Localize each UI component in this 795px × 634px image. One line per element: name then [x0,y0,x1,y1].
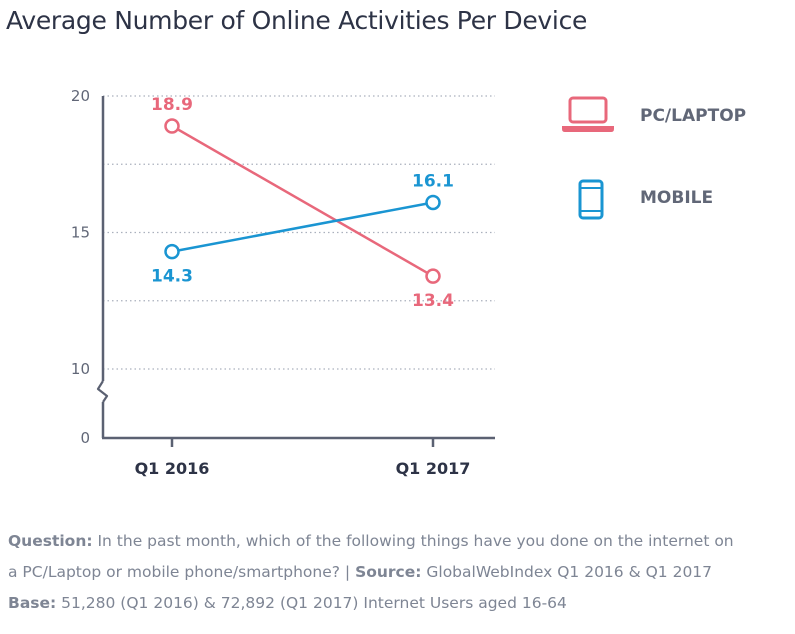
legend-item-mobile: MOBILE [560,178,780,222]
y-tick-label: 0 [80,429,90,447]
axes [96,96,495,447]
gridlines [103,95,495,370]
base-text: 51,280 (Q1 2016) & 72,892 (Q1 2017) Inte… [56,594,567,612]
y-tick-label: 20 [71,87,90,105]
source-text: GlobalWebIndex Q1 2016 & Q1 2017 [421,563,713,581]
y-tick-label: 10 [71,360,90,378]
data-label: 14.3 [151,267,193,287]
source-label: Source: [355,563,422,581]
series-line-pc-laptop [171,124,434,278]
data-point [425,268,441,284]
x-tick-label: Q1 2017 [396,459,471,478]
series-line-mobile [171,201,434,253]
question-text-1: In the past month, which of the followin… [92,532,734,550]
mobile-phone-icon [578,179,604,220]
question-text-2: a PC/Laptop or mobile phone/smartphone? … [8,563,356,581]
data-label: 18.9 [151,95,193,115]
data-label: 13.4 [412,291,454,311]
y-tick-label: 15 [71,224,90,242]
legend-label-pc-laptop: PC/LAPTOP [640,106,747,126]
legend-item-pc-laptop: PC/LAPTOP [560,96,780,140]
footnote-line-3: Base: 51,280 (Q1 2016) & 72,892 (Q1 2017… [8,588,793,619]
chart-title: Average Number of Online Activities Per … [6,6,588,35]
data-point [164,243,180,260]
footnote-line-1: Question: In the past month, which of th… [8,526,793,557]
x-tick-label: Q1 2016 [135,459,210,478]
laptop-icon [562,96,614,132]
axis-break-mark [96,380,109,403]
data-point [164,118,180,134]
series-group: 18.9 13.4 14.3 16.1 [151,95,454,311]
data-label: 16.1 [412,171,454,191]
base-label: Base: [8,594,57,612]
question-label: Question: [8,532,93,550]
data-point [425,194,441,211]
footnote: Question: In the past month, which of th… [8,526,793,619]
footnote-line-2: a PC/Laptop or mobile phone/smartphone? … [8,557,793,588]
x-tick-labels: Q1 2016 Q1 2017 [135,459,471,478]
legend-label-mobile: MOBILE [640,188,714,208]
line-chart: 20 15 10 0 Q1 2016 Q1 2017 18.9 13.4 14.3 16.1 [71,87,495,478]
y-tick-labels: 20 15 10 0 [71,87,90,447]
